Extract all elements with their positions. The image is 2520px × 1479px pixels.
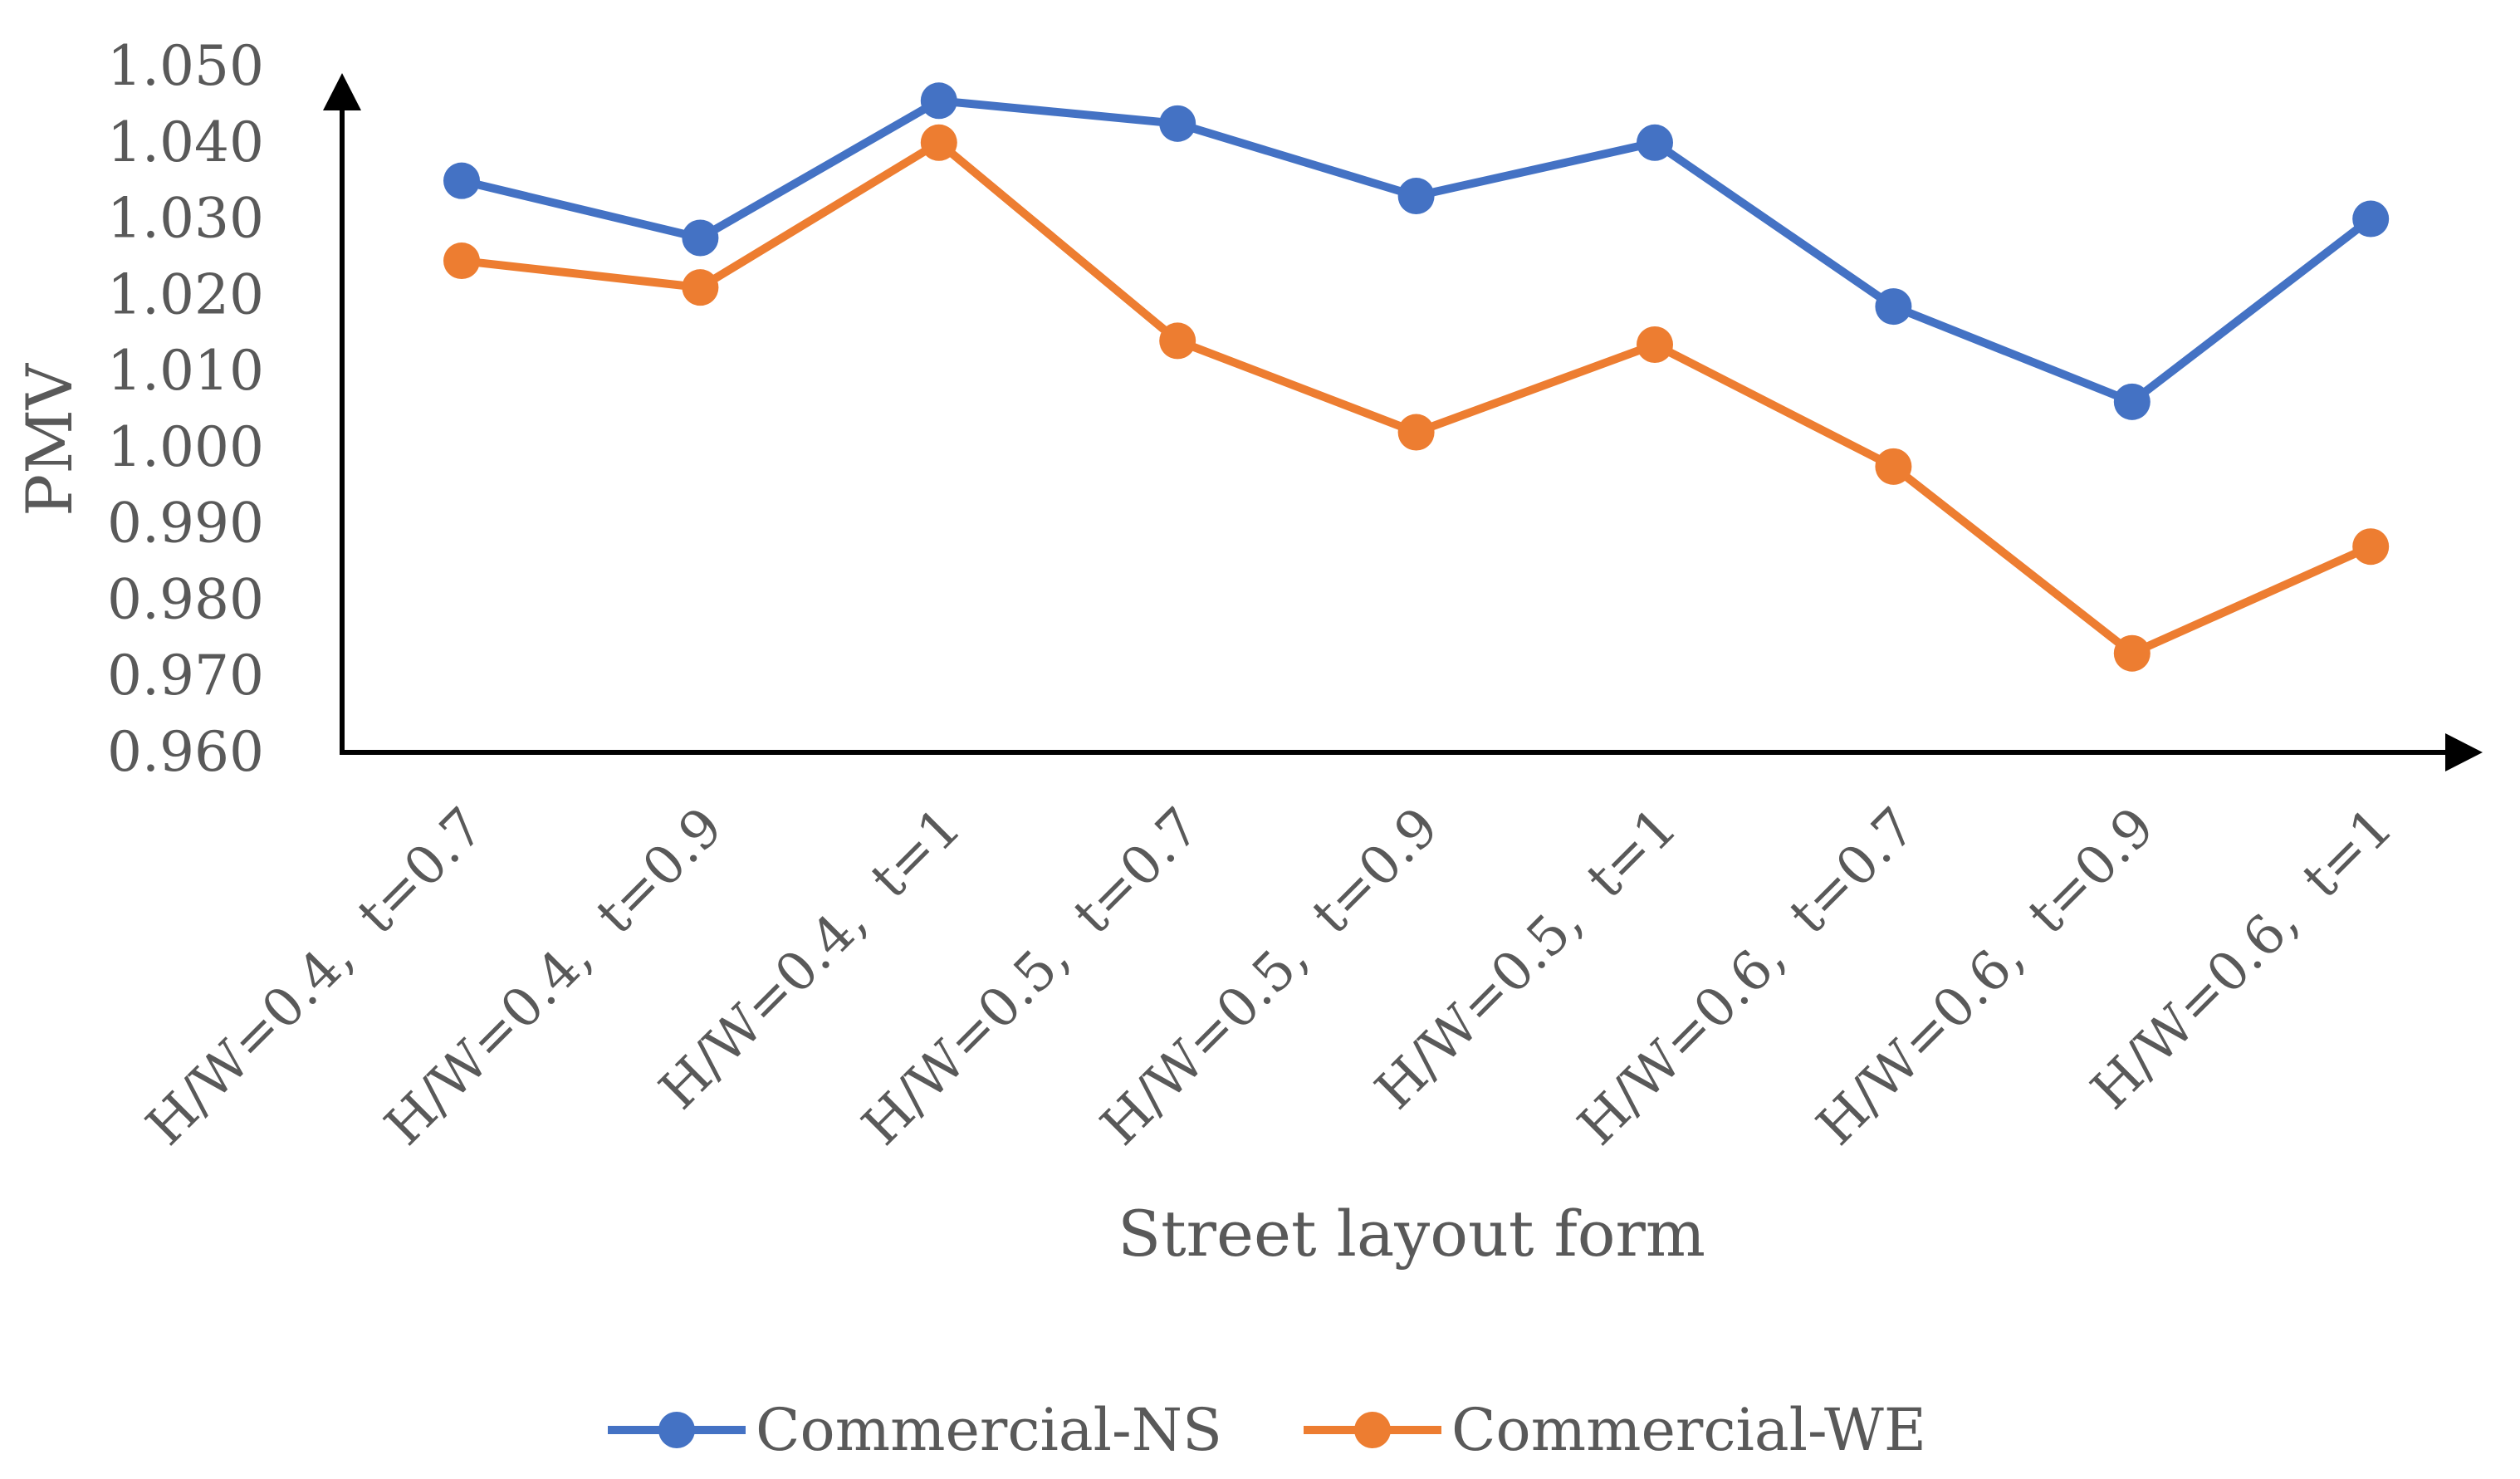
data-point <box>1397 178 1435 215</box>
axes <box>323 73 2483 771</box>
data-point <box>443 162 480 199</box>
y-tick-label: 0.970 <box>107 644 264 708</box>
data-point <box>2113 383 2151 420</box>
y-tick-label: 0.990 <box>107 492 264 556</box>
legend-item: Commercial-NS <box>608 1396 1222 1464</box>
data-point <box>682 219 719 257</box>
data-point <box>1637 124 1673 161</box>
data-point <box>1875 448 1912 485</box>
data-point <box>1397 414 1435 451</box>
data-point <box>2113 634 2151 672</box>
data-point <box>1875 288 1912 326</box>
legend: Commercial-NS Commercial-WE <box>608 1396 1926 1464</box>
data-point <box>1637 326 1673 363</box>
x-axis-arrow-icon <box>2445 733 2483 771</box>
x-axis-category-labels: H/W=0.4, t=0.7H/W=0.4, t=0.9H/W=0.4, t=1… <box>135 796 2405 1158</box>
legend-marker <box>1354 1412 1391 1448</box>
y-tick-label: 1.040 <box>107 110 264 174</box>
y-tick-label: 1.050 <box>107 34 264 98</box>
legend-label: Commercial-WE <box>1451 1396 1926 1464</box>
data-point <box>2352 528 2390 566</box>
data-point <box>1159 322 1196 360</box>
data-point <box>2352 200 2390 238</box>
y-tick-label: 1.000 <box>107 415 264 479</box>
y-tick-label: 1.030 <box>107 187 264 251</box>
data-point <box>682 269 719 306</box>
x-axis-title: Street layout form <box>1118 1197 1705 1271</box>
y-tick-label: 1.010 <box>107 339 264 403</box>
y-axis-arrow-icon <box>323 73 361 110</box>
data-point <box>920 124 957 161</box>
y-axis-title: PMV <box>12 363 86 517</box>
series-commercial-ns <box>443 82 2390 420</box>
legend-marker <box>658 1412 695 1448</box>
data-point <box>1159 105 1196 142</box>
y-axis-tick-labels: 0.960 0.970 0.980 0.990 1.000 1.010 1.020 1.030… <box>107 34 264 784</box>
series-commercial-we <box>443 124 2390 672</box>
data-point <box>920 82 957 120</box>
legend-item: Commercial-WE <box>1304 1396 1926 1464</box>
y-tick-label: 1.020 <box>107 262 264 326</box>
y-tick-label: 0.960 <box>107 720 264 784</box>
series-line <box>458 96 2376 406</box>
data-point <box>443 242 480 280</box>
y-tick-label: 0.980 <box>107 567 264 631</box>
legend-label: Commercial-NS <box>756 1396 1222 1464</box>
series-line <box>458 138 2376 658</box>
series-layer <box>443 82 2390 672</box>
